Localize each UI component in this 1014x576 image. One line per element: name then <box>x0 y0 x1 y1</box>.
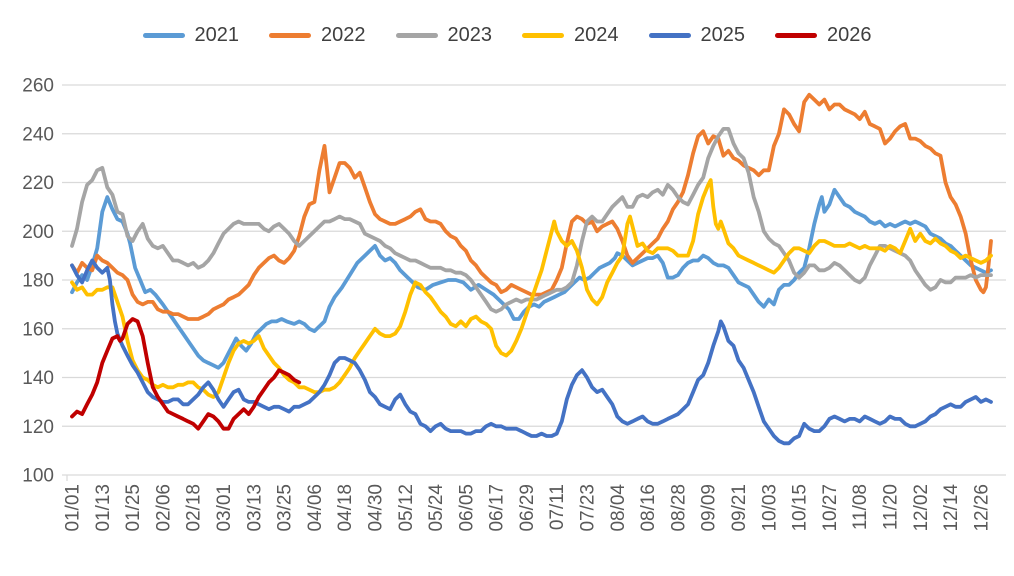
x-axis-tick-label: 03/13 <box>244 484 265 532</box>
series-line-2026 <box>70 317 302 431</box>
y-axis-tick-label: 260 <box>22 76 54 97</box>
y-axis-tick-label: 120 <box>22 417 54 438</box>
y-axis-tick-label: 220 <box>22 173 54 194</box>
legend-swatch-2022 <box>269 33 311 38</box>
x-axis-tick-label: 10/27 <box>820 484 841 532</box>
x-axis-tick-label: 04/18 <box>335 484 356 532</box>
legend-item-2026: 2026 <box>775 24 872 47</box>
legend-swatch-2024 <box>522 33 564 38</box>
x-axis-tick-label: 03/25 <box>275 484 296 532</box>
x-axis-tick-label: 01/01 <box>63 484 84 532</box>
legend-item-2021: 2021 <box>142 24 240 47</box>
x-axis-tick-label: 04/30 <box>365 484 386 532</box>
x-axis-tick-label: 06/05 <box>456 484 477 532</box>
legend-item-2025: 2025 <box>648 24 746 47</box>
x-axis-tick-label: 02/18 <box>184 484 205 532</box>
series-line-2021 <box>70 187 993 370</box>
x-axis-tick-label: 02/06 <box>153 484 174 532</box>
y-axis-tick-label: 180 <box>22 271 54 292</box>
legend-label-2023: 2023 <box>447 24 493 46</box>
legend-label-2026: 2026 <box>827 24 872 46</box>
series-line-2022 <box>70 92 993 321</box>
x-axis-tick-label: 01/13 <box>93 484 114 532</box>
x-axis-tick-label: 12/14 <box>941 484 962 532</box>
x-axis-tick-label: 03/01 <box>214 484 235 532</box>
chart-legend: 2021 2022 2023 2024 2025 2026 <box>0 24 1014 47</box>
x-axis-tick-label: 08/04 <box>608 484 629 532</box>
x-axis-tick-label: 11/08 <box>850 484 871 530</box>
legend-label-2024: 2024 <box>574 24 619 46</box>
x-axis-tick-label: 05/12 <box>396 484 417 532</box>
legend-item-2023: 2023 <box>395 24 493 47</box>
x-axis-tick-label: 07/23 <box>578 484 599 532</box>
series-line-2024 <box>70 178 993 399</box>
legend-swatch-2021 <box>142 33 185 38</box>
x-axis-tick-label: 01/25 <box>123 484 144 532</box>
x-axis-tick-label: 12/26 <box>971 484 992 532</box>
series-line-2023 <box>70 126 993 314</box>
x-axis-tick-label: 04/06 <box>305 484 326 532</box>
x-axis-tick-label: 06/17 <box>487 484 508 532</box>
series-line-2025 <box>70 258 993 446</box>
x-axis-tick-label: 11/20 <box>881 484 902 530</box>
legend-swatch-2023 <box>395 33 438 38</box>
x-axis-tick-label: 09/09 <box>699 484 720 532</box>
y-axis-tick-label: 160 <box>22 319 54 340</box>
legend-swatch-2026 <box>775 33 817 38</box>
y-axis-tick-label: 100 <box>22 466 54 487</box>
legend-label-2025: 2025 <box>700 24 746 46</box>
legend-item-2024: 2024 <box>522 24 619 47</box>
x-axis-tick-label: 10/03 <box>759 484 780 532</box>
x-axis-tick-label: 06/29 <box>517 484 538 532</box>
x-axis-tick-label: 08/16 <box>638 484 659 532</box>
y-axis-tick-label: 240 <box>22 124 54 145</box>
x-axis-tick-label: 05/24 <box>426 484 447 532</box>
legend-label-2022: 2022 <box>321 24 366 46</box>
x-axis-tick-label: 08/28 <box>668 484 689 532</box>
y-axis-tick-label: 140 <box>22 368 54 389</box>
legend-item-2022: 2022 <box>269 24 366 47</box>
x-axis-tick-label: 12/02 <box>911 484 932 532</box>
x-axis-tick-label: 09/21 <box>729 484 750 532</box>
legend-swatch-2025 <box>648 33 691 38</box>
y-axis-tick-label: 200 <box>22 222 54 243</box>
legend-label-2021: 2021 <box>194 24 240 46</box>
x-axis-tick-label: 10/15 <box>790 484 811 532</box>
x-axis-tick-label: 07/11 <box>547 484 568 530</box>
